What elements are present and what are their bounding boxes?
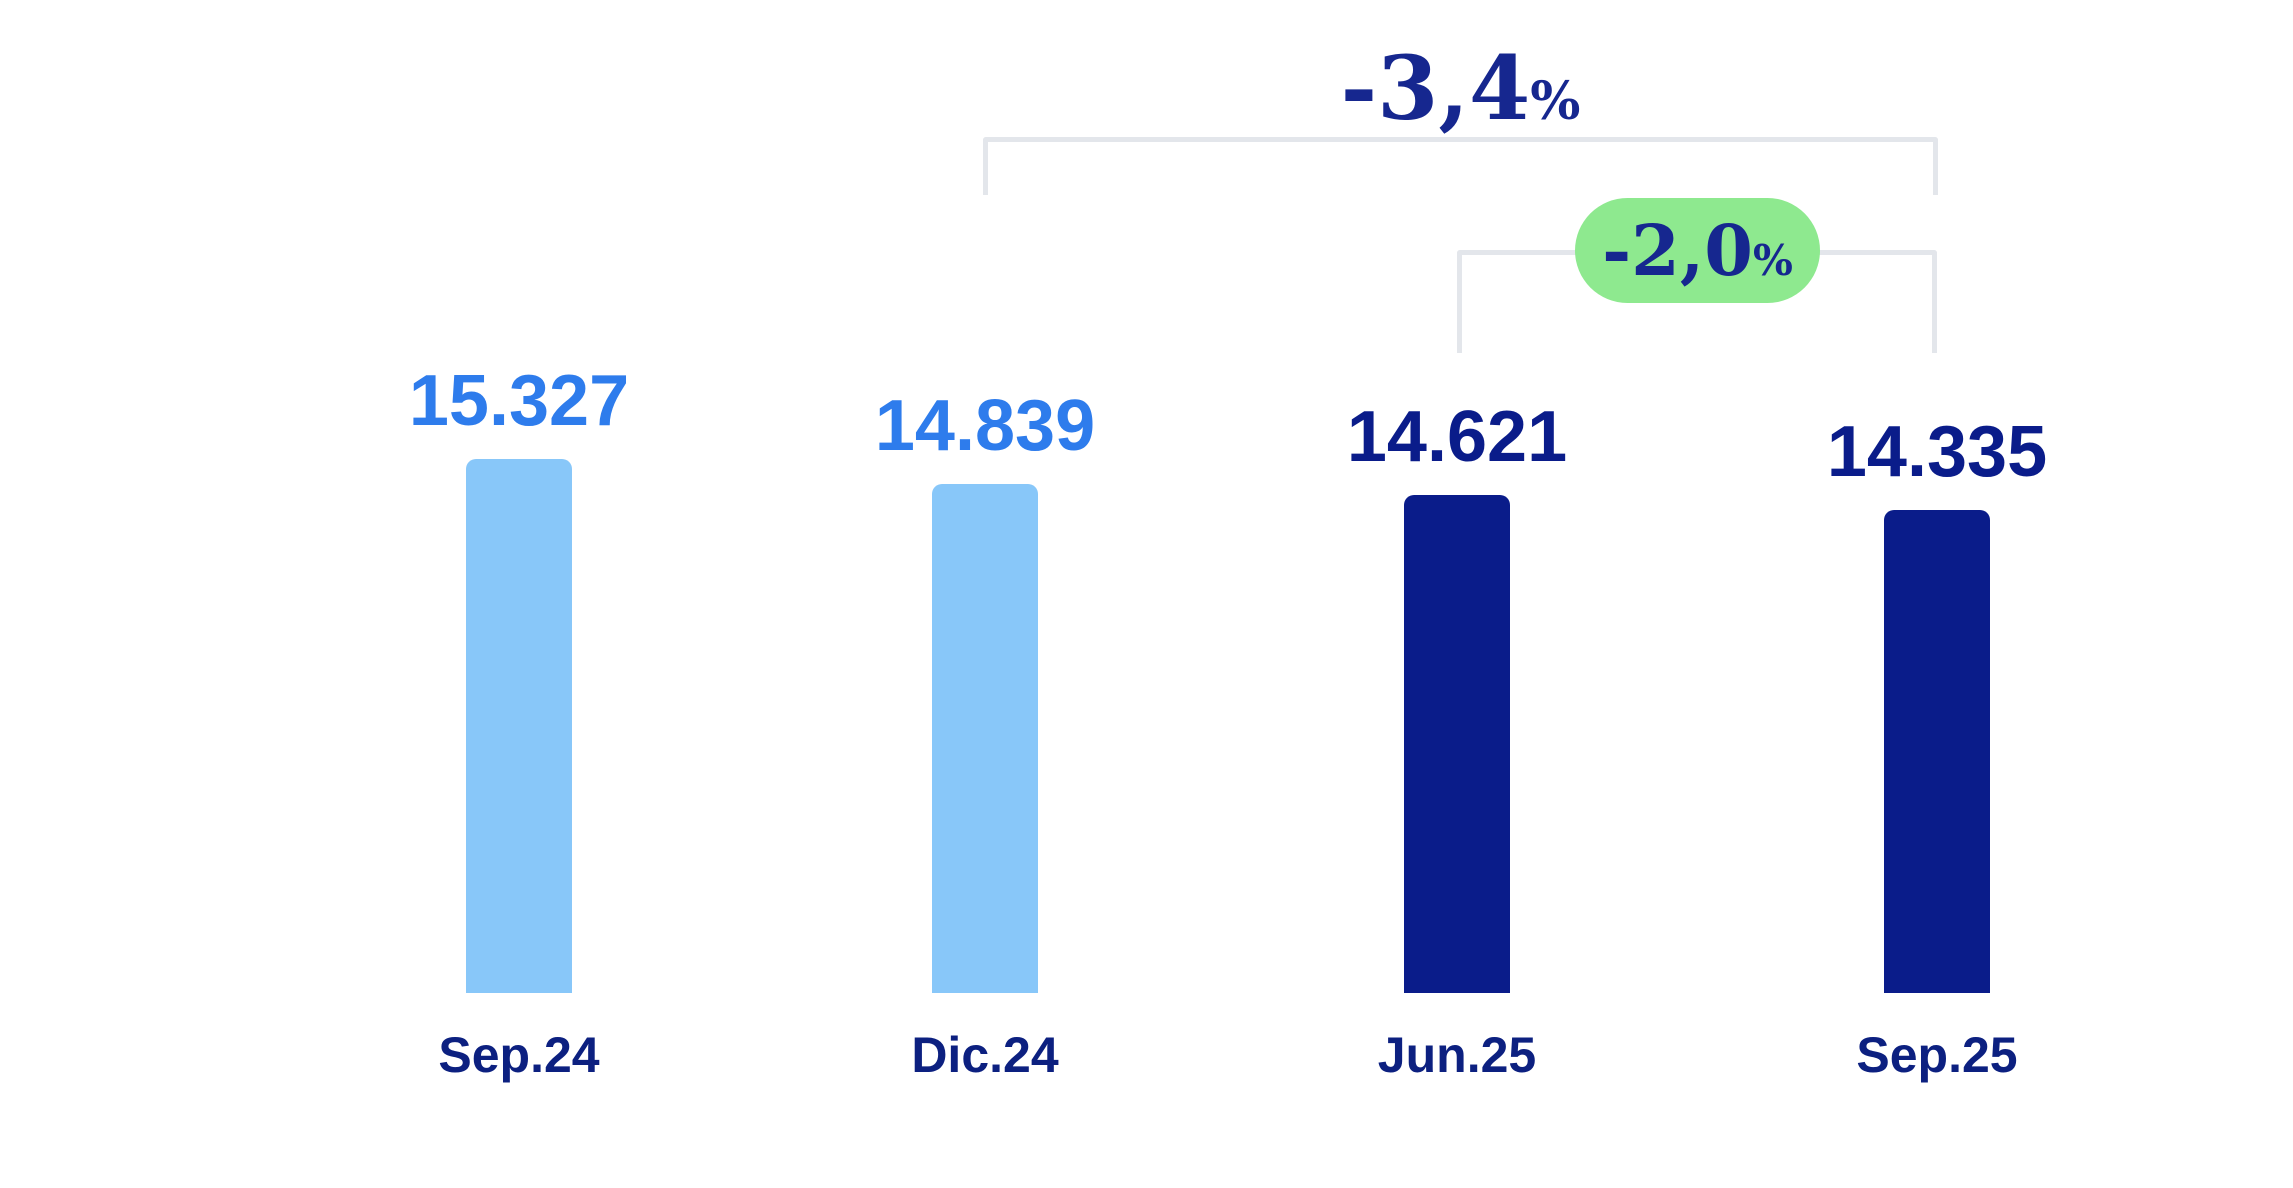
percent-sign: % (1530, 70, 1581, 132)
axis-label-sep25: Sep.25 (1856, 1027, 2018, 1083)
bar-value-label: 14.621 (1346, 397, 1568, 477)
bar-dic24 (932, 484, 1038, 993)
bar-value-label: 14.839 (874, 386, 1096, 466)
bracket-label-main: -3,4% (983, 44, 1938, 132)
bar-value-label: 15.327 (408, 361, 630, 441)
axis-label-dic24: Dic.24 (911, 1027, 1059, 1083)
axis-label-jun25: Jun.25 (1377, 1027, 1537, 1083)
comparison-bracket-dic24-sep25 (983, 137, 1938, 195)
bar-sep25 (1884, 510, 1990, 993)
badge-text: -2,0% (1602, 209, 1793, 292)
bar-jun25 (1404, 495, 1510, 993)
change-badge-green: -2,0% (1575, 198, 1820, 303)
bar-sep24 (466, 459, 572, 993)
bar-group-sep25: 14.335 Sep.25 (1787, 412, 2087, 1083)
bar-group-sep24: 15.327 Sep.24 (369, 361, 669, 1083)
axis-label-sep24: Sep.24 (438, 1027, 600, 1083)
badge-number: -2,0 (1602, 209, 1753, 292)
bracket-label-main-number: -3,4 (1340, 36, 1531, 140)
bar-group-jun25: 14.621 Jun.25 (1307, 397, 1607, 1083)
percent-sign: % (1752, 236, 1793, 285)
bar-group-dic24: 14.839 Dic.24 (835, 386, 1135, 1083)
bar-value-label: 14.335 (1826, 412, 2048, 492)
